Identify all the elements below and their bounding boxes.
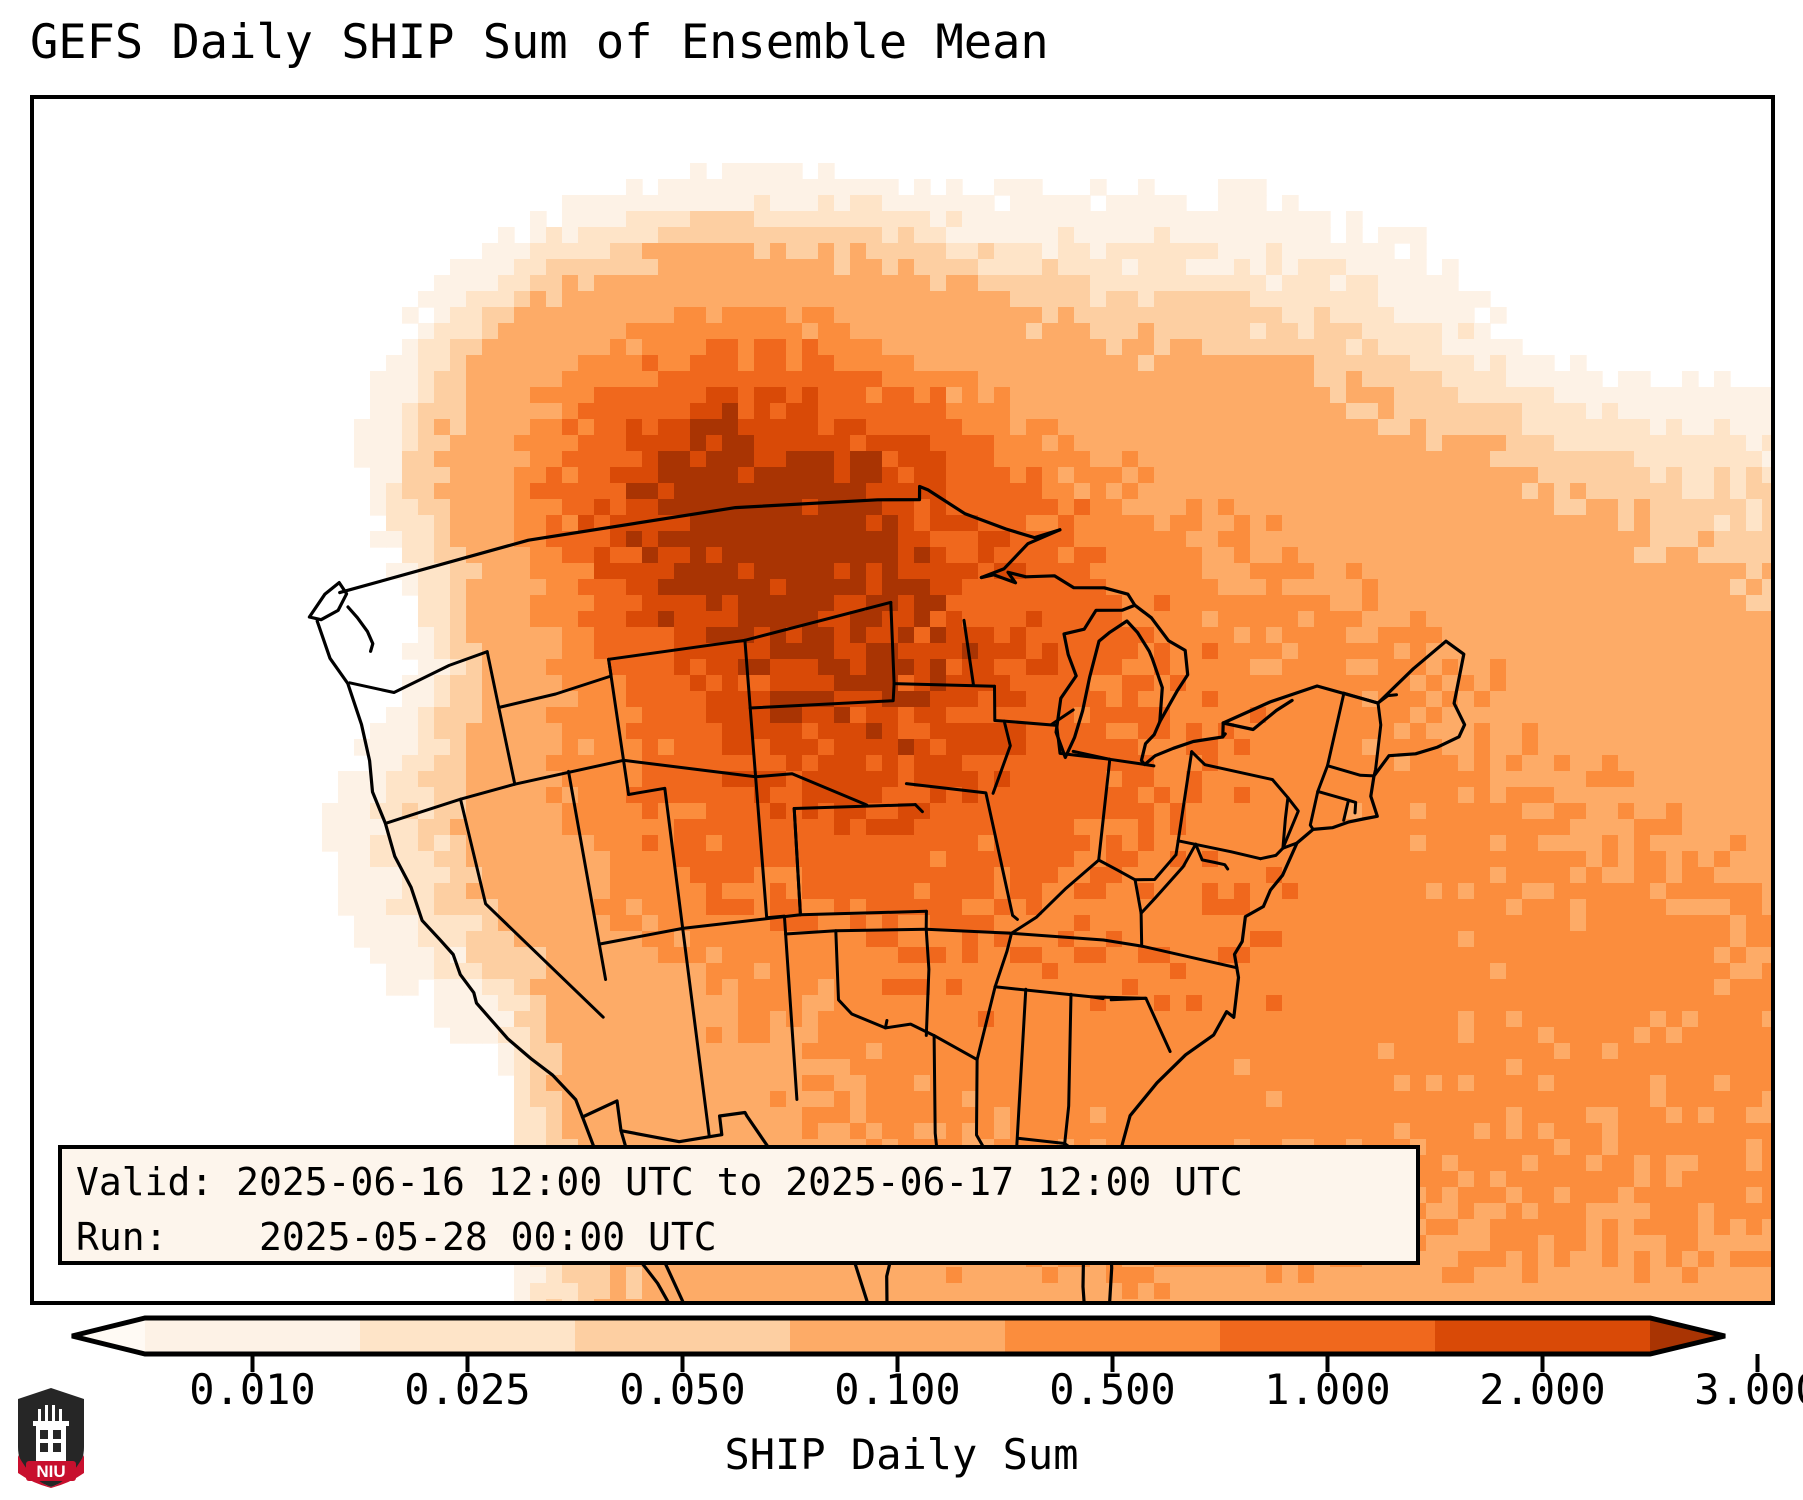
colorbar-tick-0: 0.010: [189, 1365, 316, 1414]
colorbar-tick-6: 2.000: [1479, 1365, 1606, 1414]
valid-time-text: Valid: 2025-06-16 12:00 UTC to 2025-06-1…: [76, 1160, 1243, 1204]
ship-value-grid: [322, 163, 1771, 1301]
colorbar-tick-7: 3.000: [1694, 1365, 1803, 1414]
map-canvas: [307, 163, 1771, 1301]
colorbar-tick-5: 1.000: [1264, 1365, 1391, 1414]
map-plot-area: [30, 95, 1775, 1305]
run-time-text: Run: 2025-05-28 00:00 UTC: [76, 1215, 717, 1259]
map-geography: [307, 484, 1467, 1301]
forecast-info-box: Valid: 2025-06-16 12:00 UTC to 2025-06-1…: [58, 1145, 1420, 1265]
niu-logo: NIU: [18, 1388, 84, 1488]
colorbar-axis-label: SHIP Daily Sum: [724, 1430, 1079, 1479]
page-title: GEFS Daily SHIP Sum of Ensemble Mean: [30, 15, 1049, 70]
colorbar-container: 0.010 0.025 0.050 0.100 0.500 1.000 2.000 3.000…: [0, 1310, 1803, 1500]
colorbar: [71, 1315, 1760, 1372]
colorbar-tick-1: 0.025: [404, 1365, 531, 1414]
colorbar-tick-2: 0.050: [619, 1365, 746, 1414]
colorbar-tick-4: 0.500: [1049, 1365, 1176, 1414]
colorbar-tick-3: 0.100: [834, 1365, 961, 1414]
